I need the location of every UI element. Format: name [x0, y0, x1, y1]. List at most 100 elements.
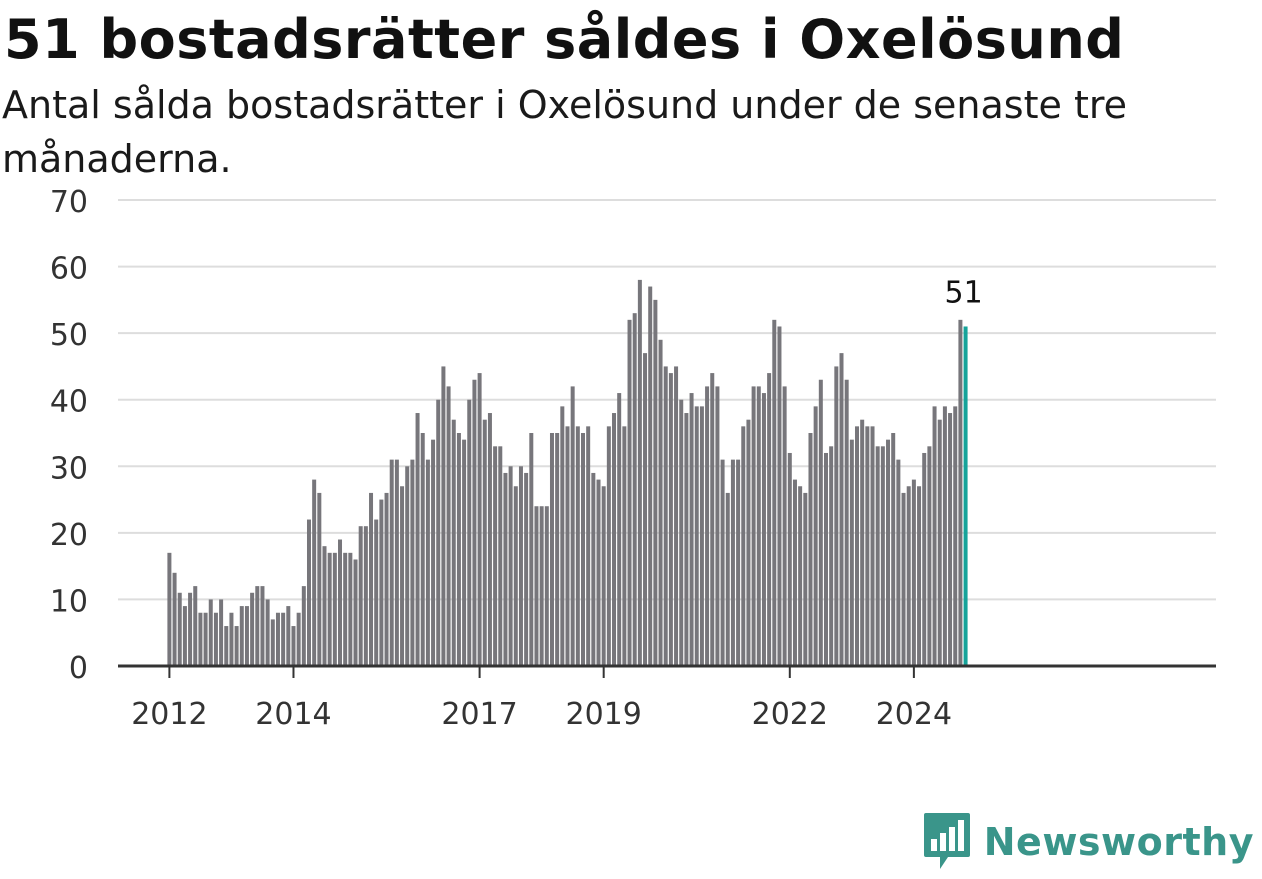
- bar: [203, 612, 208, 666]
- bar: [420, 433, 425, 666]
- bar: [270, 619, 275, 666]
- bar: [374, 519, 379, 666]
- bar: [932, 406, 937, 666]
- bar: [942, 406, 947, 666]
- bar: [549, 433, 554, 666]
- bar: [487, 413, 492, 666]
- bar: [689, 393, 694, 666]
- bar: [684, 413, 689, 666]
- data-label-latest: 51: [944, 275, 982, 310]
- bar: [761, 393, 766, 666]
- bar: [617, 393, 622, 666]
- bar: [581, 433, 585, 666]
- bar: [446, 386, 451, 666]
- bar: [756, 386, 761, 666]
- bar: [389, 459, 394, 666]
- bar: [394, 459, 399, 666]
- bar: [415, 413, 420, 666]
- bar: [937, 419, 942, 666]
- bar: [477, 373, 482, 666]
- bar: [880, 446, 885, 666]
- bar: [855, 426, 860, 666]
- bar: [829, 446, 834, 666]
- bar: [493, 446, 498, 666]
- bar: [265, 599, 270, 666]
- bar: [958, 319, 963, 666]
- bar: [725, 492, 730, 666]
- bar: [648, 286, 653, 666]
- bar: [332, 552, 337, 666]
- bar: [296, 612, 301, 666]
- bar: [792, 479, 797, 666]
- bar: [922, 452, 927, 666]
- bar: [643, 353, 648, 666]
- bar: [322, 546, 327, 666]
- bar: [849, 439, 854, 666]
- bar: [860, 419, 865, 666]
- bar: [513, 486, 518, 666]
- bar: [518, 466, 523, 666]
- bar: [911, 479, 916, 666]
- bar: [219, 599, 224, 666]
- bar: [358, 526, 363, 666]
- bar: [400, 486, 405, 666]
- y-tick-label: 20: [50, 518, 88, 553]
- bar: [653, 299, 658, 666]
- bar: [591, 472, 596, 666]
- y-tick-label: 40: [50, 385, 88, 420]
- bar: [767, 373, 772, 666]
- bar: [503, 472, 508, 666]
- bar: [730, 459, 735, 666]
- bar: [632, 313, 637, 666]
- y-tick-label: 50: [50, 318, 88, 353]
- bar: [865, 426, 870, 666]
- bar: [275, 612, 280, 666]
- bar: [601, 486, 606, 666]
- bar: [777, 326, 782, 666]
- bar: [906, 486, 911, 666]
- bar: [498, 446, 503, 666]
- bar: [425, 459, 430, 666]
- bar: [456, 433, 461, 666]
- bar: [255, 586, 260, 666]
- bar: [281, 612, 286, 666]
- y-axis-tick-labels: 0 10 20 30 40 50 60 70: [50, 185, 88, 686]
- bar: [534, 506, 539, 666]
- bar: [736, 459, 741, 666]
- bar: [539, 506, 544, 666]
- newsworthy-logo: Newsworthy: [922, 811, 1254, 873]
- bar: [891, 433, 896, 666]
- bar-highlight: [963, 326, 968, 666]
- bar: [301, 586, 306, 666]
- bar: [348, 552, 353, 666]
- bar: [338, 539, 343, 666]
- bar: [436, 399, 441, 666]
- bar: [586, 426, 591, 666]
- bar: [720, 459, 725, 666]
- y-tick-label: 60: [50, 252, 88, 287]
- bar: [441, 366, 446, 666]
- bar: [260, 586, 265, 666]
- bar: [472, 379, 477, 666]
- bar: [544, 506, 549, 666]
- bar: [818, 379, 823, 666]
- bar: [208, 599, 213, 666]
- bar: [917, 486, 922, 666]
- page-title: 51 bostadsrätter såldes i Oxelösund: [4, 8, 1125, 71]
- bar: [663, 366, 668, 666]
- bars: [167, 279, 968, 666]
- x-tick-label: 2017: [441, 697, 517, 732]
- bar: [751, 386, 756, 666]
- bar: [637, 279, 642, 666]
- bar: [694, 406, 699, 666]
- x-tick-label: 2014: [255, 697, 331, 732]
- bar: [405, 466, 410, 666]
- bar: [710, 373, 715, 666]
- bar: [482, 419, 487, 666]
- bar: [467, 399, 472, 666]
- bar: [312, 479, 317, 666]
- y-tick-label: 70: [50, 185, 88, 220]
- bar: [560, 406, 565, 666]
- bar: [182, 606, 187, 666]
